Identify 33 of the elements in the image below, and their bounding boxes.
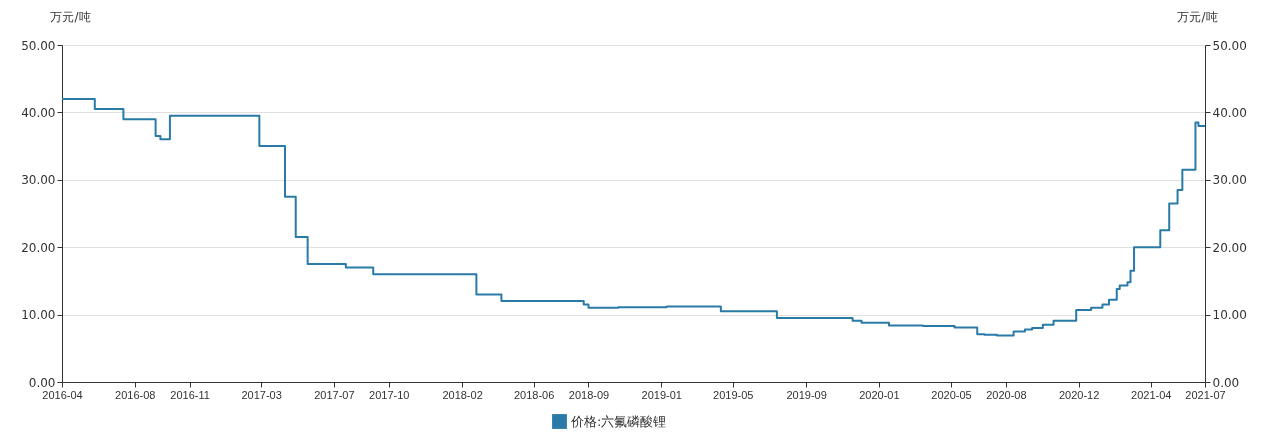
y-tick-label: 50.00 <box>21 38 56 53</box>
y2-tick-label: 30.00 <box>1212 173 1247 188</box>
x-tick-label: 2020-01 <box>859 388 900 401</box>
x-tick-label: 2016-11 <box>170 388 210 401</box>
legend-label: 价格:六氟磷酸锂 <box>570 413 667 429</box>
y2-axis-title: 万元/吨 <box>1177 9 1218 24</box>
x-tick-label: 2017-07 <box>314 388 355 401</box>
x-tick-label: 2018-09 <box>568 388 610 401</box>
y2-tick-label: 0.00 <box>1212 375 1240 390</box>
x-tick-label: 2017-10 <box>369 388 410 401</box>
y-tick-label: 30.00 <box>21 173 56 188</box>
x-tick-label: 2018-06 <box>513 388 555 401</box>
y-tick-label: 20.00 <box>21 240 56 255</box>
x-tick-label: 2021-04 <box>1131 388 1172 401</box>
x-tick-label: 2017-03 <box>241 388 282 401</box>
y2-tick-label: 20.00 <box>1212 240 1247 255</box>
x-tick-label: 2019-09 <box>786 388 827 401</box>
y-tick-label: 10.00 <box>21 308 56 323</box>
x-tick-label: 2019-01 <box>641 388 682 401</box>
y2-tick-label: 50.00 <box>1212 38 1247 53</box>
x-tick-label: 2020-08 <box>986 388 1027 401</box>
x-tick-label: 2018-02 <box>442 388 483 401</box>
y-tick-label: 0.00 <box>28 375 56 390</box>
x-tick-label: 2020-12 <box>1058 388 1100 401</box>
y2-tick-label: 40.00 <box>1212 105 1247 120</box>
y-axis-title: 万元/吨 <box>50 9 91 24</box>
x-tick-label: 2016-04 <box>42 388 83 401</box>
x-tick-label: 2016-08 <box>115 388 156 401</box>
x-tick-label: 2021-07 <box>1185 388 1226 401</box>
y-tick-label: 40.00 <box>21 105 56 120</box>
x-tick-label: 2019-05 <box>713 388 754 401</box>
y2-tick-label: 10.00 <box>1212 308 1247 323</box>
x-tick-label: 2020-05 <box>931 388 972 401</box>
